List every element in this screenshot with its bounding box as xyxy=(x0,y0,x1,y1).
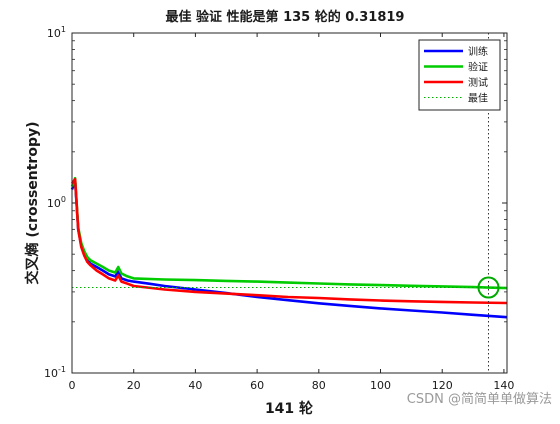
watermark: CSDN @简简单单做算法 xyxy=(407,391,552,407)
legend-label: 测试 xyxy=(468,76,488,89)
x-tick-label: 20 xyxy=(127,379,141,392)
x-tick-label: 140 xyxy=(493,379,514,392)
chart-title: 最佳 验证 性能是第 135 轮的 0.31819 xyxy=(166,9,405,25)
x-tick-label: 40 xyxy=(188,379,202,392)
x-axis-label: 141 轮 xyxy=(265,400,313,417)
plot-frame xyxy=(71,32,508,374)
y-tick-label: 100 xyxy=(47,195,66,210)
y-axis-label: 交叉熵 (crossentropy) xyxy=(24,122,41,285)
x-tick-label: 80 xyxy=(312,379,326,392)
legend-label: 训练 xyxy=(468,45,488,58)
x-tick-label: 100 xyxy=(370,379,391,392)
axis-ticks: 0 20 40 60 80 100 120 140 10-1 100 101 xyxy=(44,25,514,392)
legend-label: 验证 xyxy=(468,61,488,74)
best-point-circle xyxy=(477,276,500,299)
series-line-测试 xyxy=(70,177,508,305)
series-layer xyxy=(70,176,508,319)
x-tick-label: 60 xyxy=(250,379,264,392)
x-tick-label: 120 xyxy=(432,379,453,392)
x-tick-label: 0 xyxy=(69,379,76,392)
legend-label: 最佳 xyxy=(468,92,488,105)
series-line-验证 xyxy=(70,176,508,290)
y-tick-label: 10-1 xyxy=(44,365,66,380)
y-tick-label: 101 xyxy=(47,25,66,40)
